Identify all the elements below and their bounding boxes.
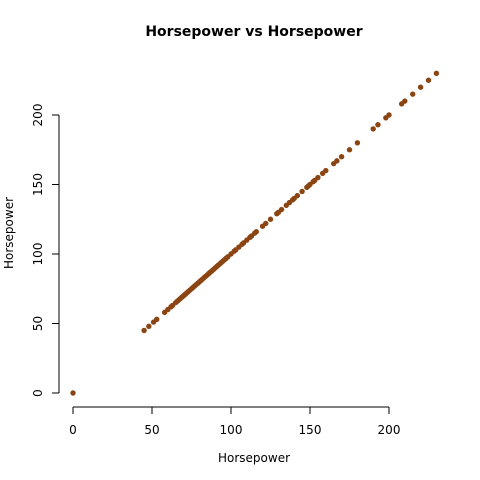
y-tick-label: 200 — [31, 104, 45, 127]
data-points — [70, 70, 440, 396]
data-point — [402, 98, 408, 104]
y-tick-label: 100 — [31, 243, 45, 266]
data-point — [323, 167, 329, 174]
y-tick-label: 150 — [31, 173, 45, 196]
x-tick-label: 150 — [299, 423, 322, 437]
x-tick-label: 50 — [144, 423, 159, 437]
data-point — [375, 122, 381, 128]
data-point — [417, 84, 424, 90]
data-point — [299, 188, 305, 195]
data-point — [154, 316, 160, 323]
data-point — [141, 327, 147, 334]
data-point — [433, 70, 440, 77]
data-point — [146, 323, 152, 329]
data-point — [425, 77, 432, 83]
chart-title: Horsepower vs Horsepower — [145, 24, 362, 40]
data-point — [370, 126, 376, 132]
x-tick-label: 100 — [220, 423, 243, 437]
x-tick-label: 0 — [69, 423, 77, 437]
data-point — [294, 192, 301, 199]
y-axis-title: Horsepower — [2, 197, 16, 269]
data-point — [315, 174, 321, 181]
data-point — [278, 206, 285, 213]
y-tick-label: 50 — [31, 316, 45, 331]
data-point — [70, 390, 76, 396]
x-tick-label: 200 — [378, 423, 401, 437]
data-point — [263, 220, 269, 227]
data-point — [338, 154, 345, 160]
data-point — [253, 229, 259, 235]
data-point — [267, 216, 274, 222]
data-point — [346, 147, 353, 153]
data-point — [334, 158, 340, 164]
data-point — [386, 112, 392, 118]
y-tick-label: 0 — [31, 389, 45, 397]
data-point — [410, 91, 416, 97]
x-axis-ticks: 0 50 100 150 200 — [69, 407, 400, 437]
data-point — [354, 140, 361, 146]
x-axis-title: Horsepower — [218, 451, 290, 465]
y-axis-ticks: 0 50 100 150 200 — [31, 104, 59, 397]
